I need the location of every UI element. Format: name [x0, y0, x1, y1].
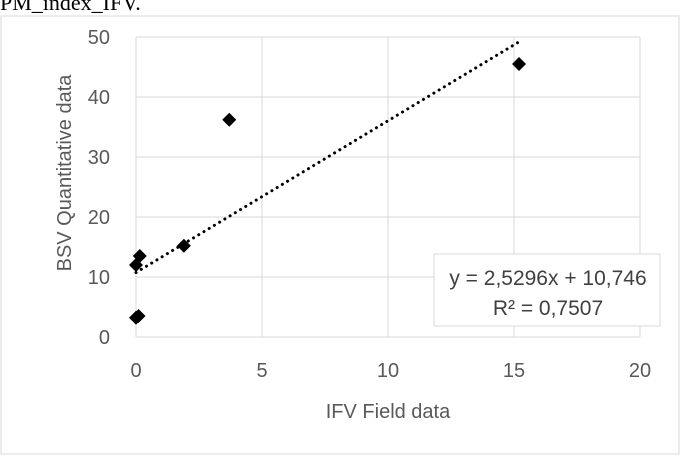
chart-area-border [0, 15, 680, 455]
data-point [512, 57, 527, 71]
equation-box [433, 253, 661, 327]
data-point [132, 249, 147, 263]
y-tick-label: 10 [88, 267, 110, 289]
data-point [176, 238, 191, 253]
figure-caption: PM_index_IFV. [0, 0, 141, 15]
y-tick-label: 30 [88, 147, 110, 169]
x-axis-title: IFV Field data [326, 401, 451, 423]
y-tick-label: 0 [99, 327, 110, 349]
y-tick-labels: 0 10 20 30 40 50 [88, 27, 110, 349]
trendline-equation: y = 2,5296x + 10,746 [449, 267, 646, 290]
data-points [129, 57, 527, 325]
trendline [134, 40, 521, 275]
data-point [131, 309, 146, 323]
y-axis-title: BSV Quantitative data [54, 74, 76, 272]
data-point [222, 112, 237, 127]
trendline-r-squared: R² = 0,7507 [493, 297, 603, 320]
x-tick-label: 5 [256, 360, 267, 382]
x-tick-label: 0 [130, 360, 141, 382]
x-tick-label: 15 [503, 360, 525, 382]
x-tick-label: 20 [629, 360, 651, 382]
x-tick-labels: 0 5 10 15 20 [130, 360, 651, 382]
y-tick-label: 20 [88, 207, 110, 229]
trendline-group [134, 40, 521, 275]
y-tick-label: 40 [88, 87, 110, 109]
x-tick-label: 10 [377, 360, 399, 382]
y-tick-label: 50 [88, 27, 110, 49]
